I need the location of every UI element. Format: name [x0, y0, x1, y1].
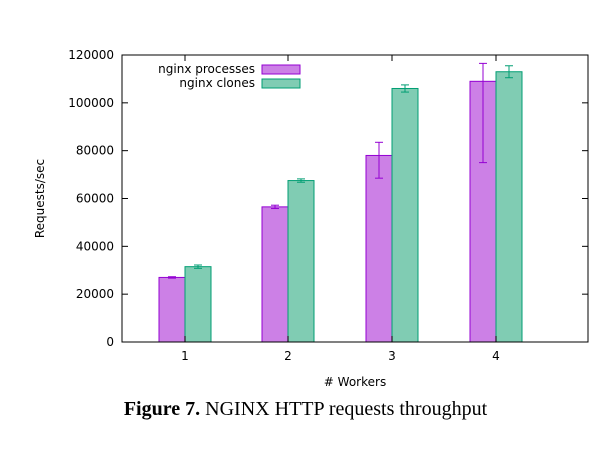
- legend-label: nginx processes: [158, 62, 255, 76]
- y-tick-label: 100000: [68, 96, 114, 110]
- legend-swatch: [261, 78, 301, 89]
- plot-frame: [121, 54, 589, 343]
- y-tick-label: 20000: [76, 287, 114, 301]
- y-axis-label: Requests/sec: [33, 159, 47, 238]
- x-tick-label: 4: [492, 349, 500, 363]
- x-tick-label: 2: [284, 349, 292, 363]
- caption-label: Figure 7.: [123, 398, 201, 420]
- y-tick-label: 80000: [76, 144, 114, 158]
- x-tick-label: 3: [388, 349, 396, 363]
- y-tick-label: 120000: [68, 48, 114, 62]
- bar-chart: 0 20000 40000 60000 80000 100000 120000 1 2 3 4 # W…: [33, 48, 589, 389]
- bar-processes: [261, 206, 289, 343]
- x-axis-label: # Workers: [324, 375, 386, 389]
- y-tick-label: 60000: [76, 192, 114, 206]
- x-tick-label: 1: [181, 349, 189, 363]
- bar-processes: [365, 154, 393, 343]
- bar-clones: [495, 71, 523, 343]
- bar-clones: [184, 266, 212, 343]
- bar-clones: [287, 180, 315, 343]
- legend-swatch: [261, 64, 301, 75]
- y-tick-label: 0: [106, 335, 114, 349]
- bar-clones: [391, 87, 419, 343]
- legend-label: nginx clones: [179, 76, 255, 90]
- bar-processes: [158, 276, 186, 343]
- y-tick-label: 40000: [76, 239, 114, 253]
- figure-caption: Figure 7. NGINX HTTP requests throughput: [0, 398, 611, 421]
- caption-text: NGINX HTTP requests throughput: [205, 398, 488, 420]
